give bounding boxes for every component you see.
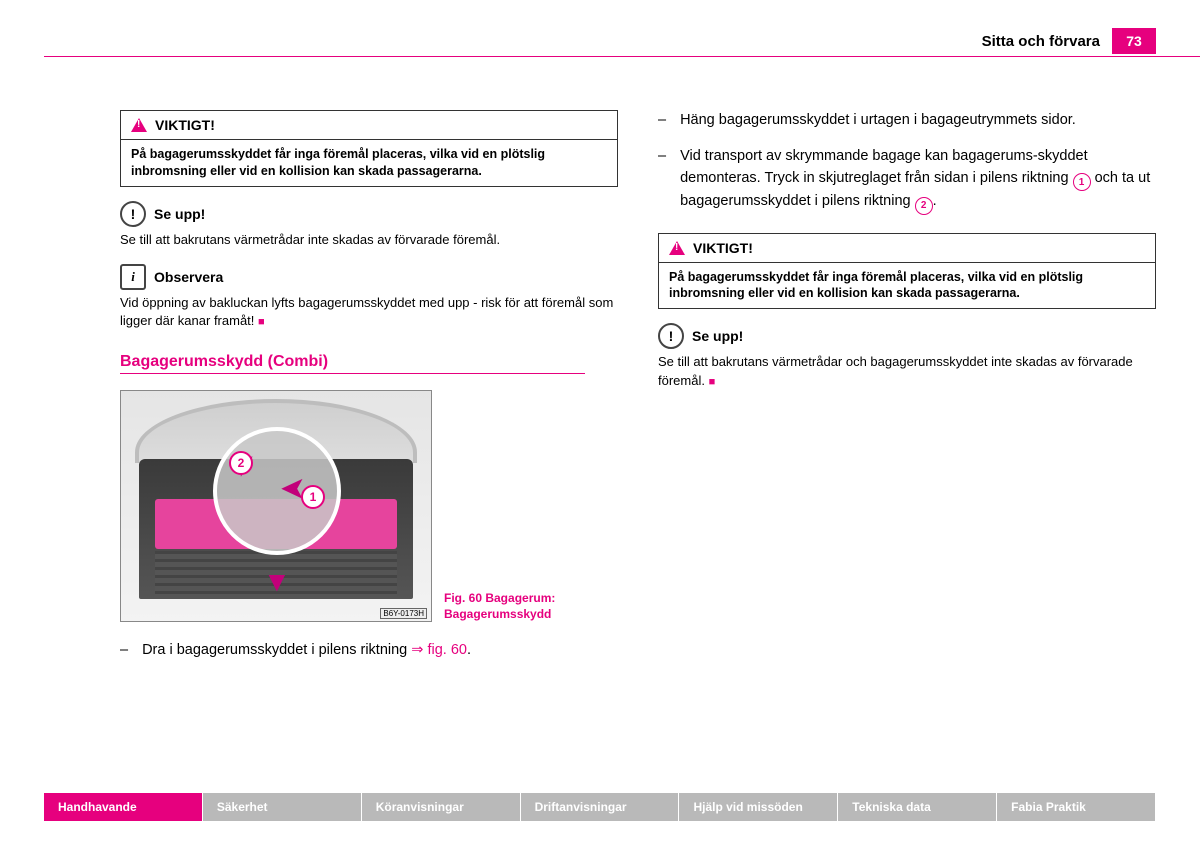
figure-caption-line1: Fig. 60 Bagagerum: bbox=[444, 590, 555, 606]
tab-hjalp[interactable]: Hjälp vid missöden bbox=[679, 793, 838, 821]
note-title: Observera bbox=[154, 269, 223, 285]
warning-box-1: VIKTIGT! På bagagerumsskyddet får inga f… bbox=[120, 110, 618, 187]
caution-title: Se upp! bbox=[154, 206, 205, 222]
end-marker: ■ bbox=[258, 316, 265, 328]
step-2: – Häng bagagerumsskyddet i urtagen i bag… bbox=[658, 110, 1156, 132]
figure-caption-line2: Bagagerumsskydd bbox=[444, 606, 555, 622]
tab-driftanvisningar[interactable]: Driftanvisningar bbox=[521, 793, 680, 821]
step-3: – Vid transport av skrymmande bagage kan… bbox=[658, 146, 1156, 215]
tab-sakerhet[interactable]: Säkerhet bbox=[203, 793, 362, 821]
tab-praktik[interactable]: Fabia Praktik bbox=[997, 793, 1156, 821]
warning-title: VIKTIGT! bbox=[155, 117, 215, 133]
caution-title-2: Se upp! bbox=[692, 328, 743, 344]
right-column: – Häng bagagerumsskyddet i urtagen i bag… bbox=[658, 110, 1156, 676]
inline-marker-1: 1 bbox=[1073, 173, 1091, 191]
step1-post: . bbox=[467, 642, 471, 658]
note-text: Vid öppning av bakluckan lyfts bagagerum… bbox=[120, 294, 618, 332]
figure-caption: Fig. 60 Bagagerum: Bagagerumsskydd bbox=[444, 590, 555, 622]
warning-body-2: På bagagerumsskyddet får inga föremål pl… bbox=[659, 262, 1155, 309]
subheading: Bagagerumsskydd (Combi) bbox=[120, 353, 618, 371]
footer-tabs: Handhavande Säkerhet Köranvisningar Drif… bbox=[44, 793, 1156, 821]
step1-text: Dra i bagagerumsskyddet i pilens riktnin… bbox=[142, 642, 411, 658]
caution-text-2-content: Se till att bakrutans värmetrådar och ba… bbox=[658, 354, 1133, 388]
figure-code: B6Y-0173H bbox=[380, 608, 427, 619]
tab-tekniska[interactable]: Tekniska data bbox=[838, 793, 997, 821]
step3-text-c: . bbox=[933, 193, 937, 209]
header-rule bbox=[44, 56, 1200, 57]
caution-icon: ! bbox=[120, 201, 146, 227]
warning-icon bbox=[669, 241, 685, 255]
step3-text-a: Vid transport av skrymmande bagage kan b… bbox=[680, 148, 1088, 186]
warning-icon bbox=[131, 118, 147, 132]
step2-text: Häng bagagerumsskyddet i urtagen i bagag… bbox=[680, 110, 1076, 132]
info-icon: i bbox=[120, 264, 146, 290]
note-text-content: Vid öppning av bakluckan lyfts bagagerum… bbox=[120, 295, 613, 329]
caution-icon: ! bbox=[658, 323, 684, 349]
caution-text-2: Se till att bakrutans värmetrådar och ba… bbox=[658, 353, 1156, 391]
step-1: – Dra i bagagerumsskyddet i pilens riktn… bbox=[120, 640, 618, 662]
subheading-rule bbox=[120, 373, 585, 374]
warning-box-2: VIKTIGT! På bagagerumsskyddet får inga f… bbox=[658, 233, 1156, 310]
figure-reference: ⇒ fig. 60 bbox=[411, 642, 467, 658]
tab-koranvisningar[interactable]: Köranvisningar bbox=[362, 793, 521, 821]
figure-60: ➤ ➤ ▼ 1 2 B6Y-0173H bbox=[120, 390, 432, 622]
end-marker: ■ bbox=[709, 376, 716, 388]
caution-text: Se till att bakrutans värmetrådar inte s… bbox=[120, 231, 618, 250]
warning-title-2: VIKTIGT! bbox=[693, 240, 753, 256]
section-title: Sitta och förvara bbox=[982, 33, 1100, 50]
tab-handhavande[interactable]: Handhavande bbox=[44, 793, 203, 821]
left-column: VIKTIGT! På bagagerumsskyddet får inga f… bbox=[120, 110, 618, 676]
inline-marker-2: 2 bbox=[915, 197, 933, 215]
warning-body: På bagagerumsskyddet får inga föremål pl… bbox=[121, 139, 617, 186]
page-number: 73 bbox=[1112, 28, 1156, 54]
